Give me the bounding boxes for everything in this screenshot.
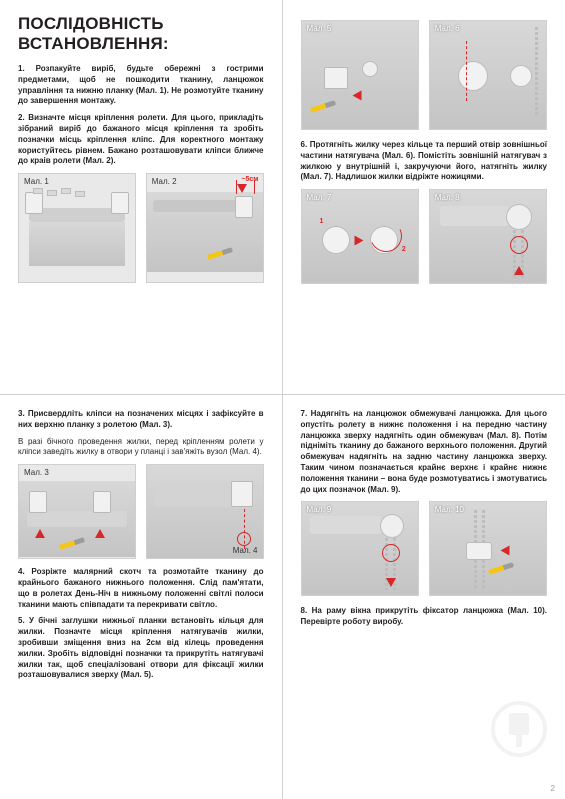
figure-10-label: Мал. 10 [435, 505, 464, 514]
step-5: 5. У бічні заглушки нижньої планки встан… [18, 616, 264, 681]
figure-9: Мал. 9 [301, 501, 419, 596]
step-3b: В разі бічного проведення жилки, перед к… [18, 437, 264, 459]
quadrant-bottom-left: 3. Присвердліть кліпси на позначених міс… [0, 395, 283, 799]
fig-row-1-2: Мал. 1 Мал. 2 ~5см [18, 173, 264, 283]
step-2: 2. Визначте місця кріплення ролети. Для … [18, 113, 264, 167]
figure-10: Мал. 10 [429, 501, 547, 596]
fig-row-5-6: Мал. 5 Мал. 6 [301, 20, 548, 130]
figure-6: Мал. 6 [429, 20, 547, 130]
page-root: ПОСЛІДОВНІСТЬ ВСТАНОВЛЕННЯ: 1. Розпакуйт… [0, 0, 565, 799]
step-8: 8. На раму вікна прикрутіть фіксатор лан… [301, 606, 548, 628]
figure-1: Мал. 1 [18, 173, 136, 283]
figure-7-num2: 2 [402, 246, 406, 253]
figure-2-dim: ~5см [241, 176, 258, 183]
figure-5-label: Мал. 5 [307, 24, 332, 33]
figure-2-label: Мал. 2 [152, 177, 177, 186]
fig-row-7-8: Мал. 7 1 2 Мал. 8 [301, 189, 548, 284]
figure-7-num1: 1 [320, 218, 324, 225]
quadrant-top-left: ПОСЛІДОВНІСТЬ ВСТАНОВЛЕННЯ: 1. Розпакуйт… [0, 0, 283, 395]
step-4: 4. Розріжте малярний скотч та розмотайте… [18, 567, 264, 610]
fig-row-3-4: Мал. 3 Мал. 4 [18, 464, 264, 559]
figure-8-label: Мал. 8 [435, 193, 460, 202]
watermark-icon [489, 699, 549, 759]
figure-7: Мал. 7 1 2 [301, 189, 419, 284]
figure-3: Мал. 3 [18, 464, 136, 559]
page-title: ПОСЛІДОВНІСТЬ ВСТАНОВЛЕННЯ: [18, 14, 264, 54]
quadrant-top-right: Мал. 5 Мал. 6 6. Протягніть жилку через … [283, 0, 565, 395]
figure-5: Мал. 5 [301, 20, 419, 130]
step-7: 7. Надягніть на ланцюжок обмежувачі ланц… [301, 409, 548, 495]
figure-9-label: Мал. 9 [307, 505, 332, 514]
page-number: 2 [551, 784, 555, 793]
figure-8: Мал. 8 [429, 189, 547, 284]
step-6: 6. Протягніть жилку через кільце та перш… [301, 140, 548, 183]
figure-4-label: Мал. 4 [233, 546, 258, 555]
figure-6-label: Мал. 6 [435, 24, 460, 33]
figure-1-label: Мал. 1 [24, 177, 49, 186]
figure-7-label: Мал. 7 [307, 193, 332, 202]
step-3: 3. Присвердліть кліпси на позначених міс… [18, 409, 264, 431]
step-1: 1. Розпакуйте виріб, будьте обережні з г… [18, 64, 264, 107]
figure-4: Мал. 4 [146, 464, 264, 559]
quadrant-bottom-right: 7. Надягніть на ланцюжок обмежувачі ланц… [283, 395, 565, 799]
fig-row-9-10: Мал. 9 Мал. 10 [301, 501, 548, 596]
figure-2: Мал. 2 ~5см [146, 173, 264, 283]
figure-3-label: Мал. 3 [24, 468, 49, 477]
